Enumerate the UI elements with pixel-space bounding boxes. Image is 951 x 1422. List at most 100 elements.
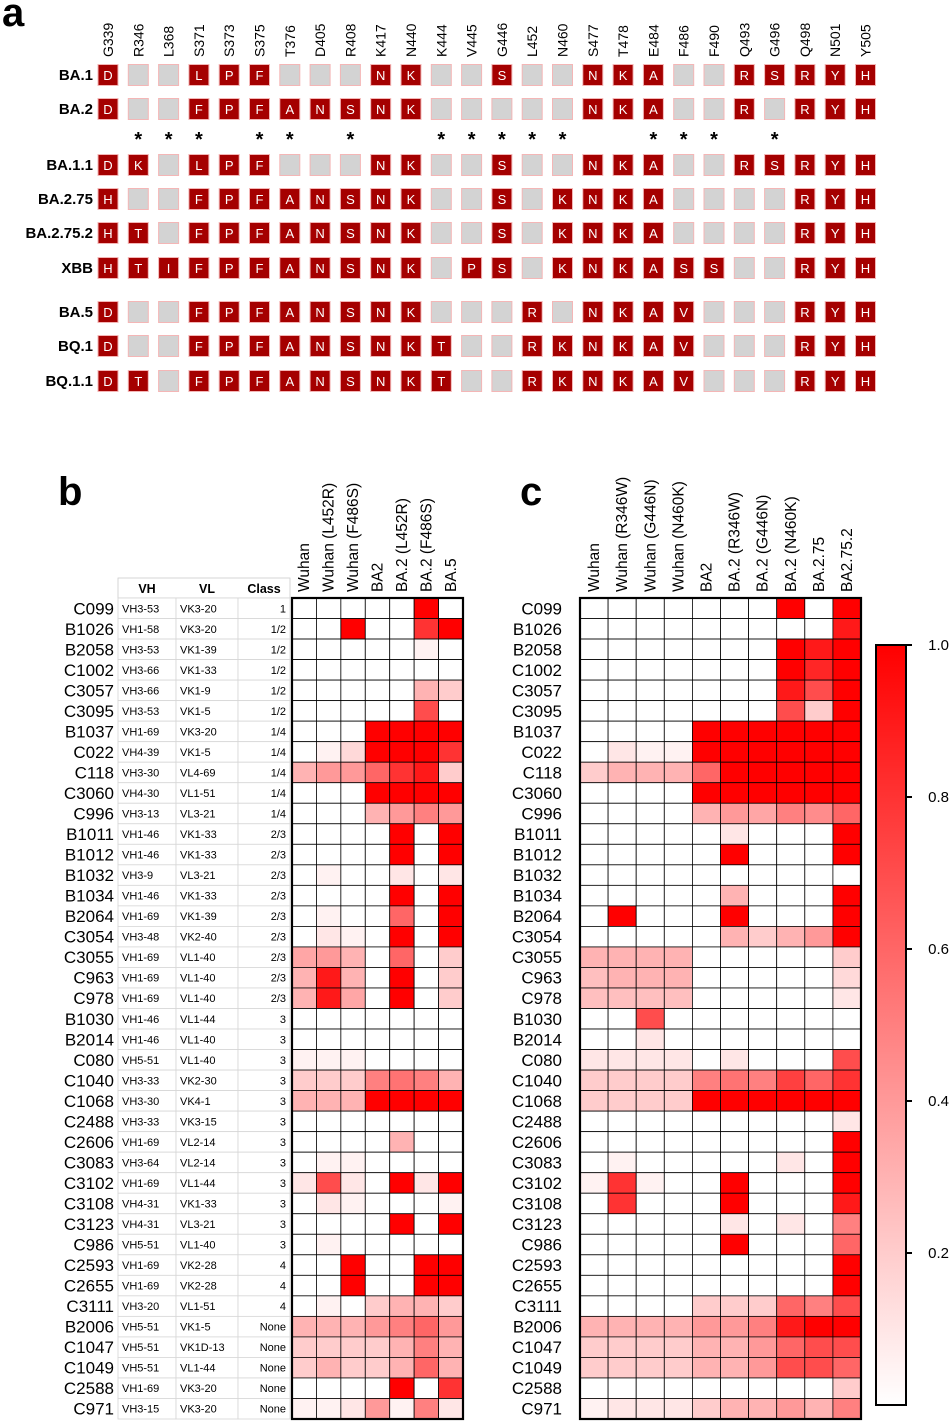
antibody-label-c-B1030: B1030 [513, 1010, 562, 1029]
vl-gene-C2593: VK2-28 [180, 1260, 217, 1272]
residue-label-BA.2.75-S477: N [588, 192, 597, 207]
residue-box-BA.2.75-Q498 [794, 188, 816, 210]
b-cell-C978-6 [438, 987, 464, 1009]
antibody-label-b-C3108: C3108 [64, 1194, 114, 1213]
b-cell-C2488-0 [291, 1110, 317, 1133]
asterisk-E484: * [650, 129, 658, 151]
c-cell-C963-1 [607, 967, 637, 989]
c-cell-B1030-5 [720, 1008, 750, 1030]
c-cell-C1047-6 [748, 1336, 778, 1358]
c-cell-B2006-5 [720, 1315, 750, 1338]
c-cell-C3095-1 [607, 700, 637, 722]
residue-box-BQ.1.1-F490 [703, 370, 725, 392]
c-cell-C3057-6 [748, 679, 778, 702]
residue-box-XBB-S375 [249, 257, 270, 279]
b-cell-C022-3 [364, 741, 391, 763]
class-B1026: 1/2 [271, 624, 286, 636]
residue-label-BQ.1-Y505: H [861, 339, 870, 354]
c-cell-C978-7 [776, 987, 806, 1009]
antibody-label-b-C2655: C2655 [64, 1277, 114, 1296]
c-cell-C099-3 [663, 597, 693, 619]
c-cell-C1049-9 [832, 1357, 862, 1379]
class-C971: None [260, 1404, 286, 1416]
c-cell-B1030-0 [579, 1008, 609, 1030]
c-cell-C2588-1 [607, 1377, 637, 1399]
residue-box-BQ.1-K417 [370, 335, 392, 357]
c-cell-C3083-9 [832, 1151, 862, 1174]
residue-label-BQ.1.1-N460: K [558, 374, 567, 389]
b-cell-B2006-4 [389, 1315, 415, 1338]
c-cell-C3095-4 [692, 700, 721, 722]
residue-box-BA.5-G496 [764, 301, 786, 323]
residue-box-XBB-E484 [642, 257, 664, 279]
residue-box-BA.2.75-L368 [158, 188, 180, 210]
c-cell-C3083-7 [776, 1151, 806, 1174]
residue-label-BQ.1.1-D405: N [315, 374, 324, 389]
c-column-label-2: Wuhan (G446N) [642, 479, 659, 592]
c-cell-C3055-4 [692, 946, 721, 968]
c-cell-C2488-8 [804, 1110, 834, 1133]
c-cell-C022-9 [832, 741, 862, 763]
residue-label-BQ.1.1-S477: N [588, 374, 597, 389]
c-cell-C1047-4 [692, 1336, 721, 1358]
b-cell-C3123-6 [438, 1213, 464, 1235]
b-cell-C3111-3 [364, 1295, 391, 1317]
b-cell-C971-3 [364, 1398, 391, 1420]
residue-box-BQ.1-R346 [127, 335, 149, 357]
residue-box-BQ.1-V445 [461, 335, 483, 357]
c-cell-C118-8 [804, 761, 834, 784]
residue-label-BQ.1.1-E484: A [649, 374, 658, 389]
residue-label-BA.2.75.2-G339: H [103, 226, 112, 241]
b-cell-B2014-4 [389, 1028, 415, 1050]
b-cell-C3102-6 [438, 1172, 464, 1194]
c-cell-C3054-9 [832, 926, 862, 948]
c-cell-C978-0 [579, 987, 609, 1009]
c-cell-C1068-8 [804, 1090, 834, 1112]
c-cell-C2593-1 [607, 1254, 637, 1276]
colorbar-tick-label-0: 0.2 [928, 1245, 949, 1262]
residue-box-BA.1-N501 [824, 64, 846, 86]
b-cell-C1047-0 [291, 1336, 317, 1358]
residue-box-BA.2-L452 [521, 98, 543, 120]
residue-box-BQ.1.1-N460 [552, 370, 573, 392]
residue-box-BA.2-L368 [158, 98, 180, 120]
c-cell-C2593-2 [635, 1254, 665, 1276]
residue-box-BQ.1.1-G446 [491, 370, 513, 392]
residue-box-BA.2-T478 [612, 98, 634, 120]
class-C2593: 4 [280, 1260, 286, 1272]
c-cell-C3108-4 [692, 1192, 721, 1215]
b-cell-B1037-4 [389, 720, 415, 743]
c-cell-C3095-0 [579, 700, 609, 722]
residue-box-BA.5-F490 [703, 301, 725, 323]
c-cell-B1011-1 [607, 823, 637, 845]
residue-box-BA.2.75.2-S375 [249, 222, 270, 244]
antibody-label-c-C3108: C3108 [512, 1194, 562, 1213]
asterisk-G446: * [498, 129, 506, 151]
b-cell-C3108-5 [413, 1192, 439, 1215]
c-cell-C2655-3 [663, 1274, 693, 1297]
b-cell-B2014-5 [413, 1028, 439, 1050]
b-cell-B1012-4 [389, 843, 415, 866]
b-cell-C3083-6 [438, 1151, 464, 1174]
residue-label-BA.2.75-G339: H [103, 192, 112, 207]
variant-label-BA.2.75: BA.2.75 [38, 191, 93, 208]
c-cell-C3055-0 [579, 946, 609, 968]
residue-label-BQ.1.1-R408: S [346, 374, 355, 389]
b-cell-C3123-5 [413, 1213, 439, 1235]
c-cell-C1002-5 [720, 659, 750, 681]
c-cell-B1032-1 [607, 864, 637, 886]
b-cell-C1068-2 [340, 1090, 366, 1112]
residue-box-BA.2.75-V445 [461, 188, 483, 210]
c-cell-C3111-4 [692, 1295, 721, 1317]
b-cell-B1026-5 [413, 618, 439, 640]
residue-box-BA.2.75.2-V445 [461, 222, 483, 244]
residue-box-BQ.1-L452 [521, 335, 543, 357]
vl-gene-B2006: VK1-5 [180, 1322, 211, 1334]
c-cell-C3102-7 [776, 1172, 806, 1194]
vh-gene-B2014: VH1-46 [122, 1034, 159, 1046]
c-cell-C3102-3 [663, 1172, 693, 1194]
b-column-label-5: BA.2 (F486S) [418, 498, 435, 592]
c-cell-B2014-3 [663, 1028, 693, 1050]
residue-label-BA.1-S375: F [256, 68, 264, 83]
